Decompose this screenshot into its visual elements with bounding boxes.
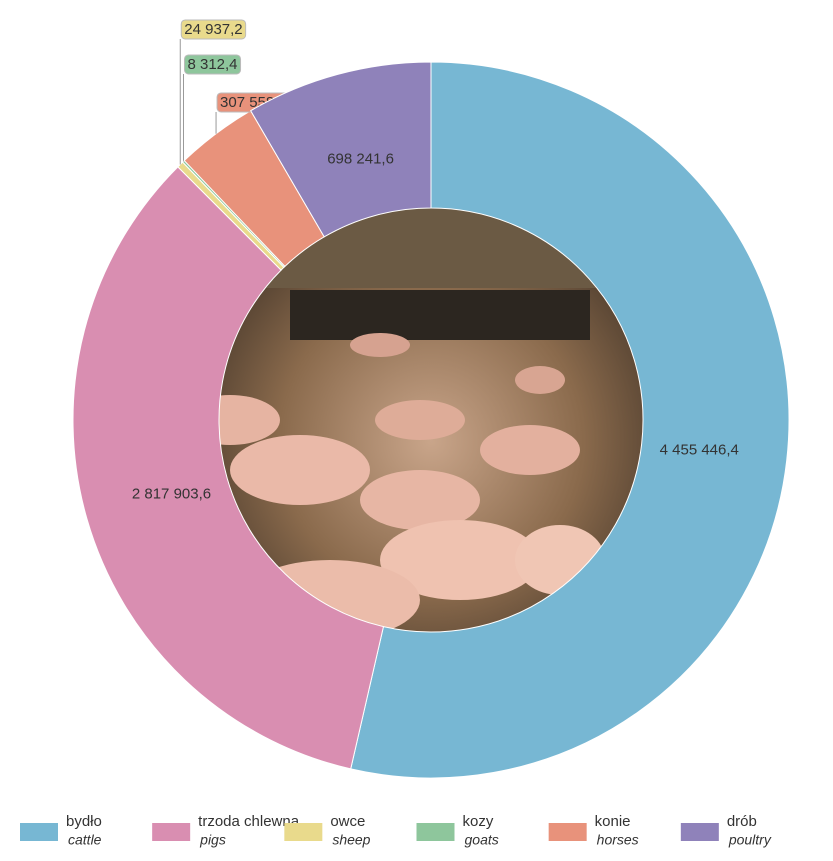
legend-swatch <box>152 823 191 841</box>
legend-swatch <box>416 823 455 841</box>
value-label: 8 312,4 <box>187 56 237 73</box>
legend-label-en: cattle <box>68 832 102 848</box>
legend-label-en: sheep <box>332 832 370 848</box>
callout: 8 312,4 <box>182 54 242 162</box>
legend-label: drób <box>727 813 757 830</box>
value-label: 24 937,2 <box>184 21 242 38</box>
legend-label: trzoda chlewna <box>198 813 300 830</box>
legend-label: kozy <box>463 813 494 830</box>
legend-label: konie <box>595 813 631 830</box>
legend-label-en: pigs <box>199 832 226 848</box>
legend-label: owce <box>330 813 365 830</box>
legend-swatch <box>20 823 58 841</box>
value-label: 698 241,6 <box>327 150 394 167</box>
legend-label: bydło <box>66 813 102 830</box>
donut-slice <box>350 61 790 779</box>
legend-label-en: goats <box>465 832 499 848</box>
label-box <box>183 54 242 75</box>
callout: 24 937,2 <box>179 19 247 165</box>
legend-swatch <box>548 823 587 841</box>
legend-label-en: poultry <box>728 832 772 848</box>
legend-swatch <box>680 823 719 841</box>
legend-swatch <box>284 823 323 841</box>
label-box <box>180 19 247 40</box>
value-label: 2 817 903,6 <box>132 485 211 502</box>
value-label: 4 455 446,4 <box>660 441 739 458</box>
donut-slice <box>72 166 385 770</box>
donut-slice <box>250 61 432 238</box>
legend-label-en: horses <box>597 832 639 848</box>
